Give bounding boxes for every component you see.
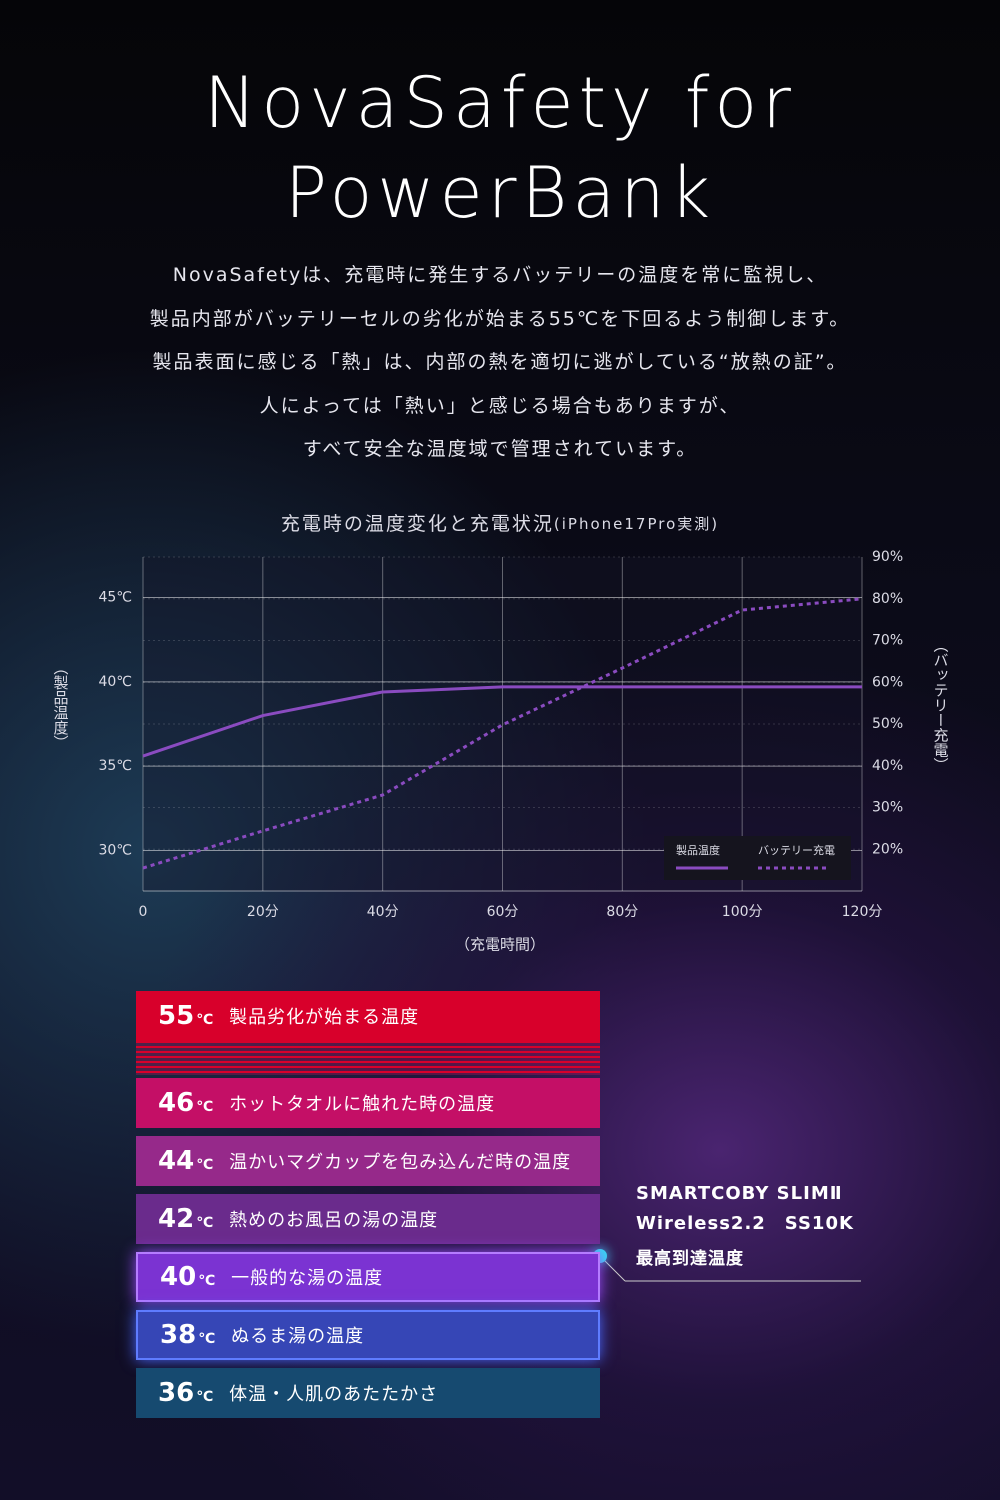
chart-title: 充電時の温度変化と充電状況(iPhone17Pro実測) bbox=[281, 513, 719, 535]
callout-label: 最高到達温度 bbox=[636, 1249, 744, 1269]
temp-desc: 温かいマグカップを包み込んだ時の温度 bbox=[229, 1152, 572, 1173]
chart-subtitle: (iPhone17Pro実測) bbox=[554, 515, 719, 533]
temp-value: 46 bbox=[158, 1088, 195, 1118]
x-tick-label: 40分 bbox=[367, 904, 399, 920]
legend-label: 製品温度 bbox=[676, 843, 720, 857]
y2-tick-label: 40% bbox=[872, 758, 903, 774]
temp-value: 44 bbox=[158, 1146, 195, 1176]
temp-desc: 熱めのお風呂の湯の温度 bbox=[229, 1210, 439, 1231]
temp-value: 40 bbox=[160, 1262, 197, 1292]
chart-title-main: 充電時の温度変化と充電状況 bbox=[281, 513, 554, 535]
series-line bbox=[142, 685, 862, 758]
y2-tick-label: 20% bbox=[872, 841, 903, 857]
y2-tick-label: 90% bbox=[872, 549, 903, 565]
temp-desc: ホットタオルに触れた時の温度 bbox=[229, 1094, 496, 1115]
temp-item: 36 ℃ 体温・人肌のあたたかさ bbox=[136, 1368, 600, 1418]
temp-unit: ℃ bbox=[196, 1389, 214, 1405]
title: PowerBank bbox=[284, 152, 716, 234]
lead-text: 製品表面に感じる「熱」は、内部の熱を適切に逃がしている“放熱の証”。 bbox=[152, 351, 848, 373]
temp-item: 46 ℃ ホットタオルに触れた時の温度 bbox=[136, 1078, 600, 1128]
temp-desc: 体温・人肌のあたたかさ bbox=[229, 1384, 439, 1405]
temp-item: 40 ℃ 一般的な湯の温度 bbox=[136, 1252, 600, 1302]
temp-value: 38 bbox=[160, 1320, 197, 1350]
temp-item: 55 ℃ 製品劣化が始まる温度 bbox=[136, 991, 600, 1041]
legend-box bbox=[664, 836, 851, 880]
y-tick-label: 30℃ bbox=[98, 843, 132, 859]
y-tick-label: 40℃ bbox=[98, 674, 132, 690]
plot-area bbox=[143, 557, 862, 891]
y-axis-title: （製品温度） bbox=[52, 660, 70, 750]
x-tick-label: 120分 bbox=[842, 904, 883, 920]
temp-value: 42 bbox=[158, 1204, 195, 1234]
y-tick-label: 45℃ bbox=[98, 589, 132, 605]
callout-line-1: SMARTCOBY SLIMⅡ bbox=[636, 1183, 843, 1204]
x-tick-label: 20分 bbox=[247, 904, 279, 920]
temp-unit: ℃ bbox=[196, 1099, 214, 1115]
y2-tick-label: 50% bbox=[872, 716, 903, 732]
x-tick-label: 80分 bbox=[606, 904, 638, 920]
y2-tick-label: 30% bbox=[872, 800, 903, 816]
temp-value: 55 bbox=[158, 1001, 195, 1031]
stripes bbox=[136, 1041, 600, 1075]
temp-unit: ℃ bbox=[198, 1331, 216, 1347]
legend-label: バッテリー充電 bbox=[758, 843, 835, 857]
temp-item: 44 ℃ 温かいマグカップを包み込んだ時の温度 bbox=[136, 1136, 600, 1186]
lead-text: NovaSafetyは、充電時に発生するバッテリーの温度を常に監視し、 bbox=[172, 264, 828, 286]
lead-text: 人によっては「熱い」と感じる場合もありますが、 bbox=[259, 394, 741, 417]
temp-desc: 製品劣化が始まる温度 bbox=[229, 1007, 420, 1028]
y-tick-label: 35℃ bbox=[98, 758, 132, 774]
y2-axis-title: （バッテリー充電） bbox=[932, 638, 950, 773]
x-axis-title: （充電時間） bbox=[455, 936, 545, 954]
y2-tick-label: 60% bbox=[872, 674, 903, 690]
lead-text: すべて安全な温度域で管理されています。 bbox=[302, 438, 698, 460]
temp-unit: ℃ bbox=[198, 1273, 216, 1289]
x-tick-label: 60分 bbox=[487, 904, 519, 920]
callout-line-2: Wireless2.2 SS10K bbox=[636, 1213, 854, 1234]
x-tick-label: 100分 bbox=[722, 904, 763, 920]
legend: 製品温度 バッテリー充電 bbox=[664, 836, 851, 880]
temp-item: 38 ℃ ぬるま湯の温度 bbox=[136, 1310, 600, 1360]
temp-unit: ℃ bbox=[196, 1215, 214, 1231]
temp-unit: ℃ bbox=[196, 1157, 214, 1173]
y2-tick-label: 70% bbox=[872, 633, 903, 649]
temp-desc: 一般的な湯の温度 bbox=[231, 1268, 384, 1289]
temp-unit: ℃ bbox=[196, 1012, 214, 1028]
x-tick-label: 0 bbox=[139, 904, 148, 920]
temp-item: 42 ℃ 熱めのお風呂の湯の温度 bbox=[136, 1194, 600, 1244]
y2-tick-label: 80% bbox=[872, 591, 903, 607]
lead-text: 製品内部がバッテリーセルの劣化が始まる55℃を下回るよう制御します。 bbox=[149, 307, 851, 330]
title: NovaSafety for bbox=[204, 62, 796, 144]
temp-value: 36 bbox=[158, 1378, 195, 1408]
temp-desc: ぬるま湯の温度 bbox=[231, 1326, 365, 1347]
